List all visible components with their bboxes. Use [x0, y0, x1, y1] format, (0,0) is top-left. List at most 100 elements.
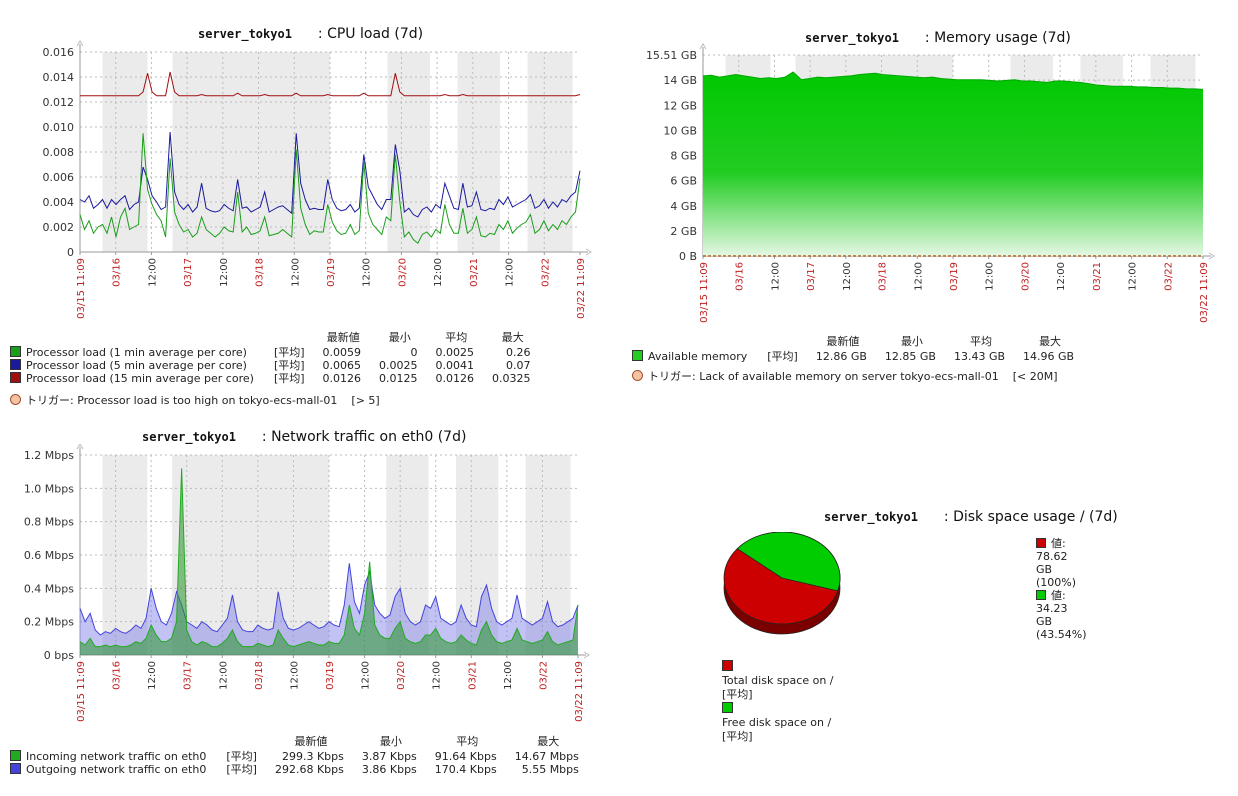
- legend-header-avg: 平均: [445, 331, 468, 344]
- x-tick-label: 12:00: [433, 258, 444, 287]
- pie-legend-item: 値: 34.23 GB (43.54%): [1036, 589, 1087, 641]
- network-chart-title: server_tokyo1: Network traffic on eth0 (…: [142, 429, 466, 445]
- legend-value: 0.0125: [379, 371, 418, 385]
- x-tick-label: 12:00: [289, 661, 300, 690]
- y-tick-label: 4 GB: [670, 200, 697, 213]
- legend-swatch: [1036, 538, 1046, 548]
- x-axis-arrow: [1208, 252, 1215, 260]
- y-tick-label: 0.008: [43, 146, 75, 159]
- y-tick-label: 8 GB: [670, 150, 697, 163]
- y-tick-label: 10 GB: [663, 124, 697, 137]
- legend-row: Incoming network traffic on eth0 [平均] 299.…: [10, 750, 583, 763]
- cpu-load-chart: 0 0.002 0.004 0.006 0.008 0.010 0.012 0.014 0.01…: [43, 40, 592, 319]
- legend-func: [平均]: [767, 349, 798, 363]
- legend-value: 0.0065: [322, 358, 362, 372]
- trigger-value: [< 20M]: [1012, 370, 1058, 383]
- legend-row: Processor load (1 min average per core) […: [10, 346, 535, 359]
- x-tick-label: 12:00: [219, 258, 230, 287]
- x-tick-label: 12:00: [147, 661, 158, 690]
- x-tick-label: 12:00: [361, 661, 372, 690]
- memory-title-text: : Memory usage (7d): [924, 30, 1071, 46]
- x-tick-label: 03/19: [326, 258, 337, 287]
- y-tick-label: 0 B: [679, 250, 697, 263]
- network-title-text: : Network traffic on eth0 (7d): [261, 429, 467, 445]
- pie-legend-label: 値: 34.23 GB (43.54%): [1036, 589, 1087, 641]
- pie-slice-free: [736, 532, 841, 592]
- legend-header-min: 最小: [900, 335, 923, 348]
- y-tick-label: 0.002: [43, 221, 75, 234]
- legend-value: 0.0025: [379, 358, 418, 372]
- legend-swatch: [1036, 590, 1046, 600]
- memory-host-name: server_tokyo1: [805, 31, 899, 45]
- x-tick-label: 03/20: [397, 258, 408, 287]
- memory-legend: 最新値 最小 平均 最大 Available memory [平均] 12.86 G…: [632, 334, 1078, 363]
- trigger-icon: [632, 370, 643, 381]
- x-tick-label: 12:00: [362, 258, 373, 287]
- network-traffic-chart: 0 bps 0.2 Mbps 0.4 Mbps 0.6 Mbps 0.8 Mbps 1.0…: [24, 444, 590, 722]
- x-tick-label: 03/18: [878, 262, 889, 291]
- legend-value: 0.0126: [435, 371, 475, 385]
- legend-func: [平均]: [722, 730, 753, 743]
- x-axis-arrow: [583, 651, 590, 659]
- y-tick-label: 0.014: [43, 71, 75, 84]
- legend-value: 0.26: [506, 345, 531, 359]
- y-tick-label: 6 GB: [670, 175, 697, 188]
- legend-row: Available memory [平均] 12.86 GB 12.85 GB 13.4…: [632, 350, 1078, 363]
- x-tick-label: 03/16: [735, 262, 746, 291]
- x-tick-label: 03/19: [949, 262, 960, 291]
- x-tick-label: 03/15 11:09: [76, 661, 87, 722]
- x-tick-label: 12:00: [985, 262, 996, 291]
- legend-swatch: [10, 750, 21, 761]
- x-axis-arrow: [585, 248, 592, 256]
- x-tick-label: 03/22 11:09: [1199, 262, 1210, 323]
- legend-series-name: Processor load (15 min average per core): [26, 372, 254, 385]
- x-tick-label: 03/15 11:09: [699, 262, 710, 323]
- series-line: [80, 71, 581, 97]
- y-tick-label: 0 bps: [44, 649, 74, 662]
- disk-chart-title: server_tokyo1: Disk space usage / (7d): [824, 509, 1118, 525]
- legend-row: Outgoing network traffic on eth0 [平均] 292.…: [10, 763, 583, 776]
- x-tick-label: 12:00: [218, 661, 229, 690]
- legend-header-max: 最大: [1039, 335, 1062, 348]
- legend-swatch: [10, 346, 21, 357]
- legend-series-name: Processor load (5 min average per core): [26, 359, 247, 372]
- cpu-host-name: server_tokyo1: [198, 27, 292, 41]
- legend-value: 14.96 GB: [1023, 349, 1075, 363]
- y-tick-label: 0.004: [43, 196, 75, 209]
- x-tick-label: 03/21: [469, 258, 480, 287]
- x-tick-label: 12:00: [147, 258, 158, 287]
- legend-value: 292.68 Kbps: [274, 762, 344, 776]
- x-tick-label: 03/22: [540, 258, 551, 287]
- series-line: [79, 563, 579, 636]
- series-line: [79, 468, 579, 648]
- x-tick-label: 12:00: [770, 262, 781, 291]
- x-tick-label: 03/22: [538, 661, 549, 690]
- cpu-title-text: : CPU load (7d): [317, 26, 424, 42]
- y-axis-arrow: [76, 40, 84, 47]
- shade-band: [457, 52, 500, 252]
- legend-func: [平均]: [226, 749, 257, 763]
- pie-legend-item: 値: 78.62 GB (100%): [1036, 537, 1087, 589]
- legend-series-name: Total disk space on /: [722, 674, 834, 687]
- y-tick-label: 0.2 Mbps: [24, 616, 74, 629]
- cpu-chart-title: server_tokyo1 : CPU load (7d): [198, 26, 423, 42]
- legend-func: [平均]: [273, 358, 305, 372]
- x-tick-label: 03/22 11:09: [574, 661, 585, 722]
- disk-title-text: : Disk space usage / (7d): [943, 509, 1118, 525]
- disk-usage-pie: [723, 532, 841, 635]
- trigger-value: [> 5]: [351, 394, 380, 407]
- trigger-label: トリガー: Processor load is too high on toky…: [26, 394, 338, 407]
- legend-value: 13.43 GB: [953, 349, 1006, 363]
- memory-trigger-line: トリガー: Lack of available memory on server…: [632, 368, 1058, 384]
- legend-func: [平均]: [226, 762, 257, 776]
- x-tick-label: 12:00: [842, 262, 853, 291]
- y-axis-arrow: [76, 444, 84, 450]
- trigger-icon: [10, 394, 21, 405]
- x-tick-label: 03/20: [1020, 262, 1031, 291]
- y-tick-label: 1.0 Mbps: [24, 482, 74, 495]
- cpu-legend: 最新値 最小 平均 最大 Processor load (1 min avera…: [10, 330, 535, 385]
- pie-value-legend: 値: 78.62 GB (100%) 値: 34.23 GB (43.54%): [1036, 537, 1087, 641]
- x-tick-label: 03/22: [1163, 262, 1174, 291]
- legend-value: 0.0059: [322, 345, 362, 359]
- network-legend: 最新値 最小 平均 最大 Incoming network traffic on…: [10, 734, 583, 776]
